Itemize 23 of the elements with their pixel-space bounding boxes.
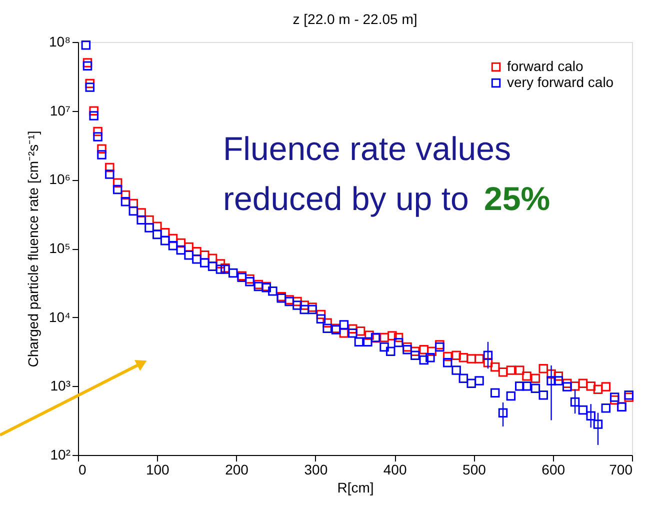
x-tick-label: 0 bbox=[78, 462, 86, 478]
y-tick-label: 10² bbox=[50, 446, 71, 462]
x-tick-label: 400 bbox=[383, 462, 407, 478]
x-tick-label: 200 bbox=[225, 462, 249, 478]
chart-title: z [22.0 m - 22.05 m] bbox=[292, 11, 418, 27]
y-tick-label: 10⁸ bbox=[49, 34, 71, 50]
x-tick-label: 100 bbox=[146, 462, 170, 478]
y-tick-label: 10⁷ bbox=[50, 102, 70, 118]
x-tick-label: 600 bbox=[542, 462, 566, 478]
legend-label: forward calo bbox=[507, 58, 584, 74]
x-tick-label: 700 bbox=[609, 462, 633, 478]
annotation: 25% bbox=[484, 180, 550, 217]
legend-label: very forward calo bbox=[507, 74, 614, 90]
y-tick-label: 10⁶ bbox=[49, 171, 70, 188]
x-axis-title: R[cm] bbox=[337, 480, 374, 496]
y-axis-title: Charged particle fluence rate [cm⁻²s⁻¹] bbox=[24, 130, 41, 368]
x-tick-label: 500 bbox=[462, 462, 486, 478]
x-tick-label: 300 bbox=[304, 462, 328, 478]
y-tick-label: 10³ bbox=[50, 378, 71, 394]
annotation: Fluence rate values bbox=[223, 130, 511, 167]
annotation: reduced by up to bbox=[223, 180, 469, 217]
y-tick-label: 10⁵ bbox=[49, 240, 70, 256]
y-tick-label: 10⁴ bbox=[48, 308, 70, 325]
